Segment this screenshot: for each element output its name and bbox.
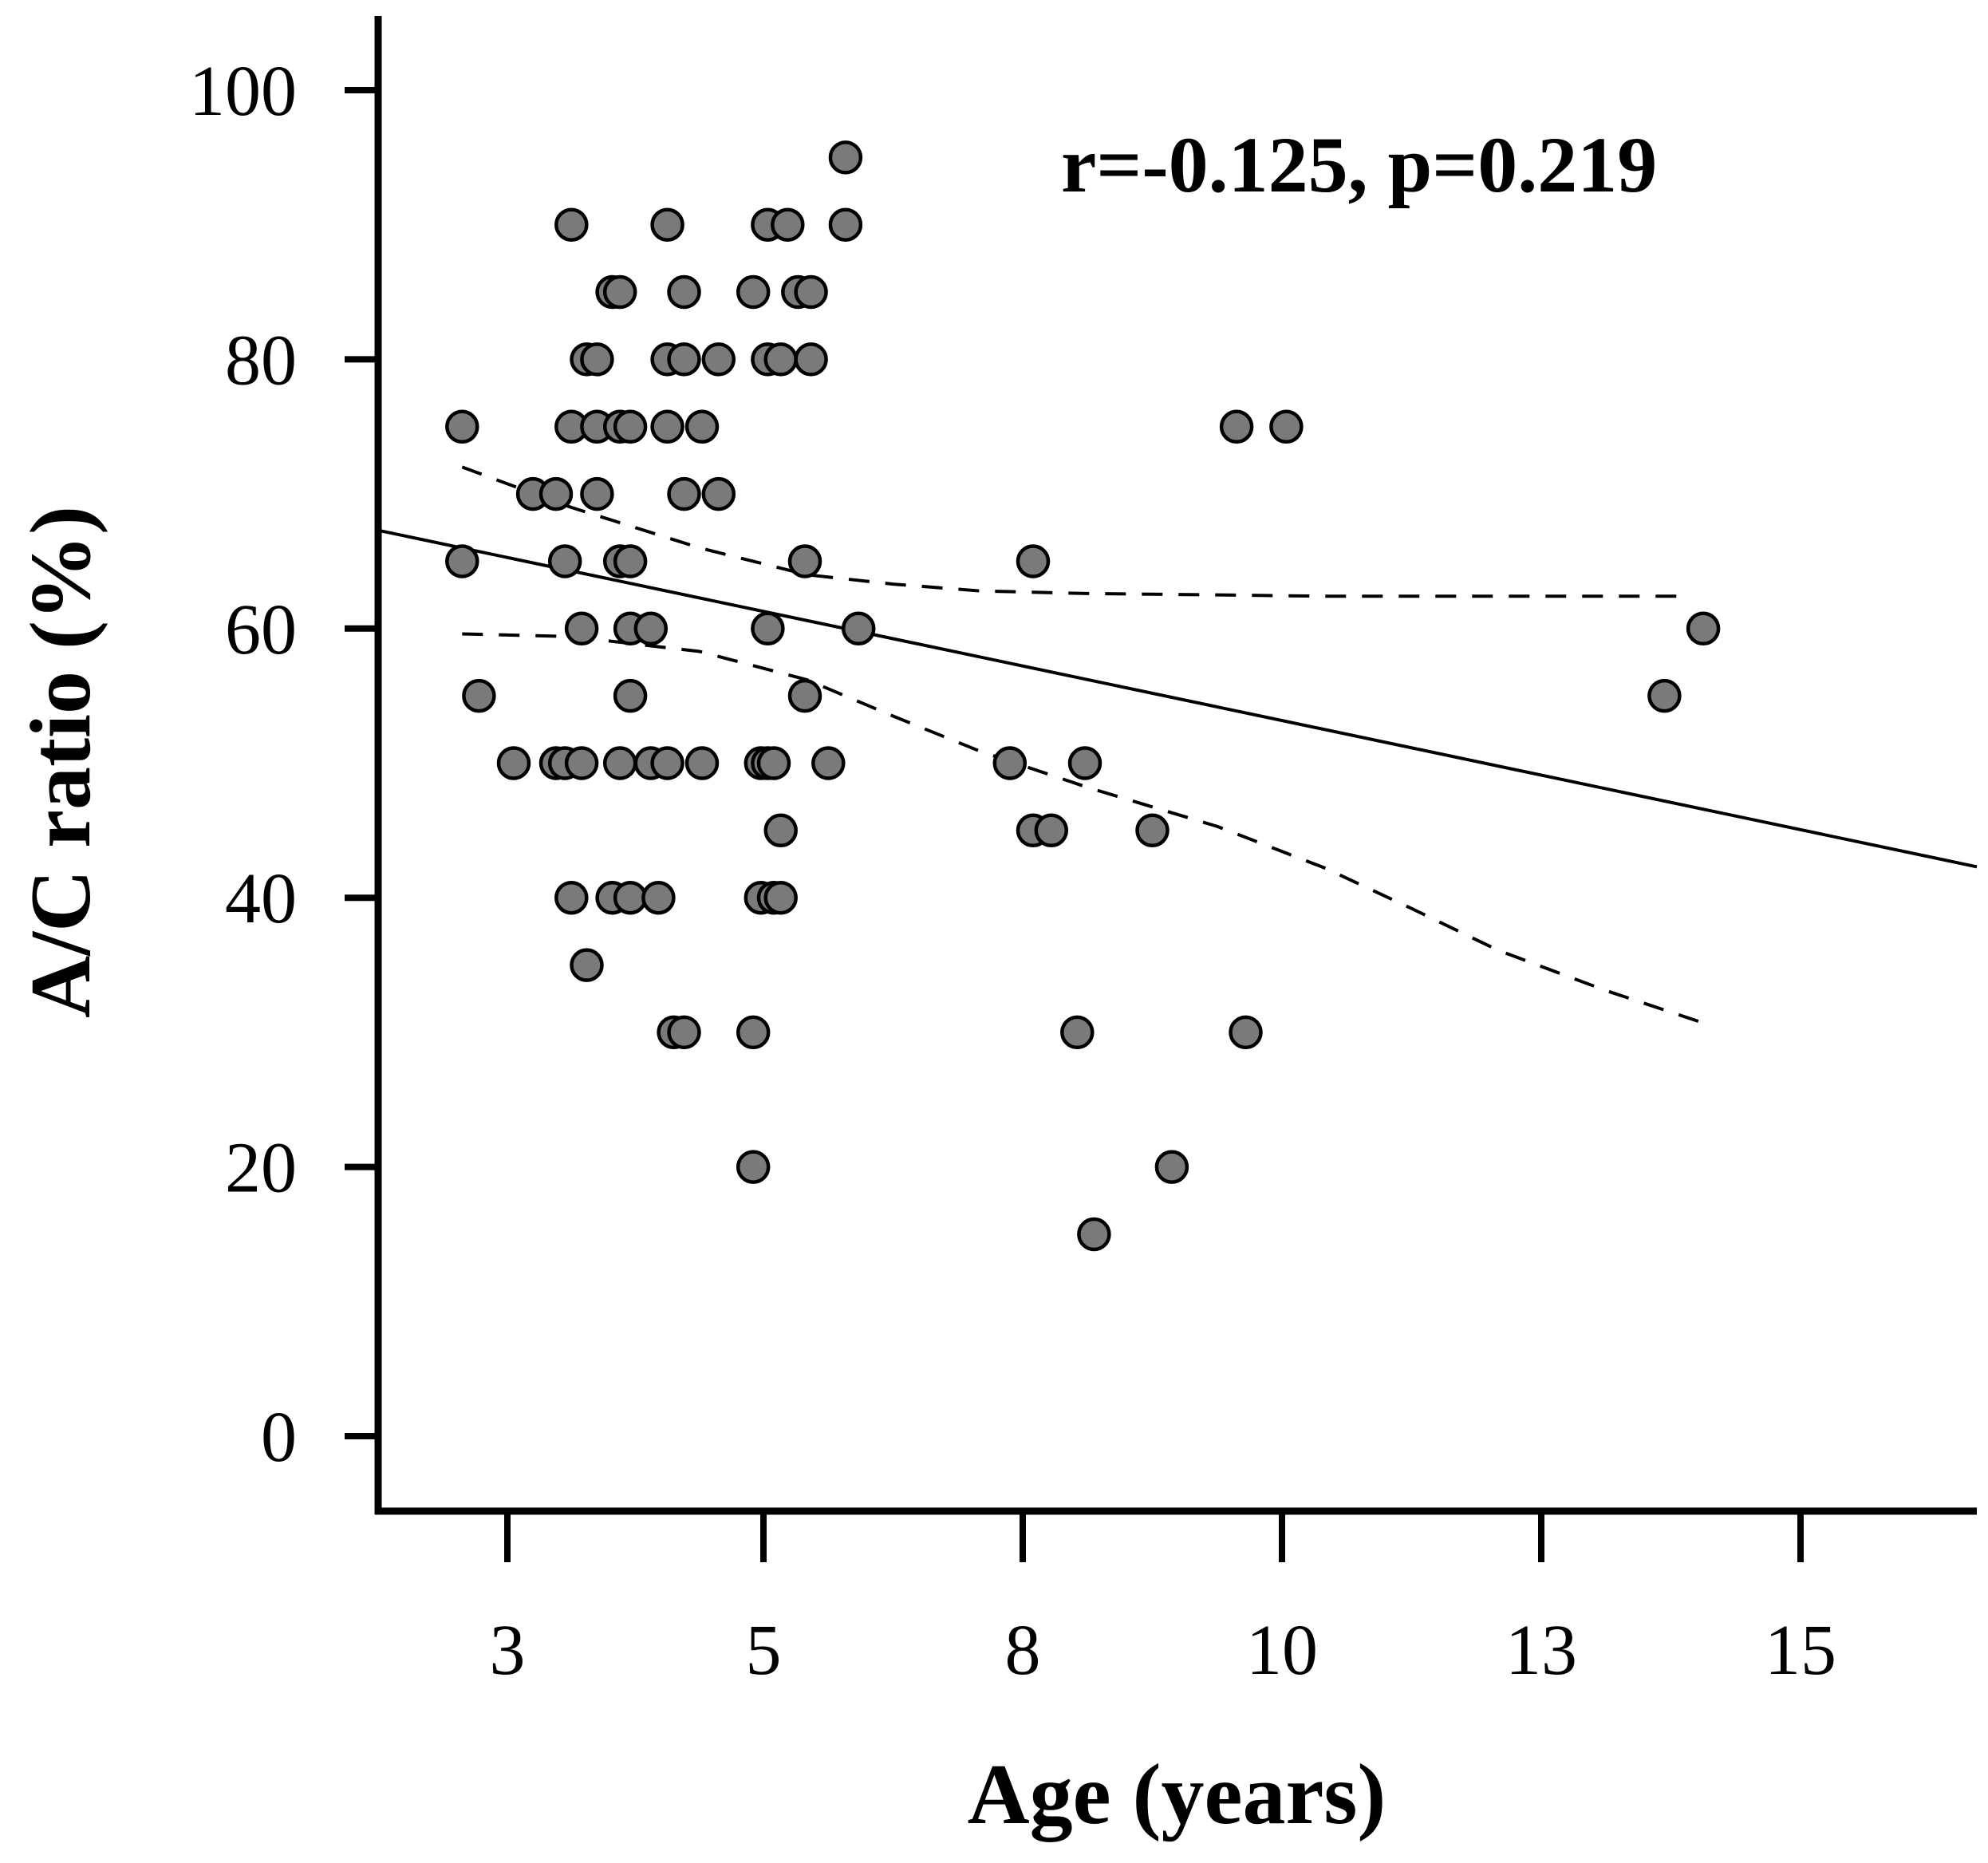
x-axis-ticks: 3 5 8 10 13 15	[490, 1511, 1836, 1690]
data-point	[701, 342, 736, 377]
data-point	[564, 746, 599, 780]
data-point	[641, 880, 676, 915]
data-point	[564, 611, 599, 646]
data-point	[736, 1150, 771, 1184]
data-point	[445, 409, 479, 444]
x-tick-label: 8	[1005, 1611, 1041, 1690]
data-point	[828, 140, 863, 175]
data-point	[828, 207, 863, 242]
data-point	[580, 342, 614, 377]
data-point	[684, 746, 720, 780]
data-point	[1229, 1015, 1263, 1050]
data-point	[650, 746, 684, 780]
data-point	[547, 544, 582, 578]
data-point	[1647, 678, 1682, 713]
data-point	[613, 880, 648, 915]
x-tick-label: 10	[1246, 1611, 1318, 1690]
plot-area: 0 20 40 60 80 100 3 5 8 10 13 15	[189, 16, 1978, 1690]
x-axis-title: Age (years)	[968, 1747, 1386, 1842]
data-point	[1034, 813, 1069, 848]
data-point	[1016, 544, 1051, 578]
data-point	[756, 746, 791, 780]
data-point	[445, 544, 479, 578]
data-point	[1686, 611, 1721, 646]
data-point	[1269, 409, 1304, 444]
data-point	[570, 948, 604, 982]
data-point	[602, 746, 637, 780]
data-point	[667, 1015, 701, 1050]
data-point	[1219, 409, 1254, 444]
data-point	[811, 746, 846, 780]
y-tick-label: 80	[225, 321, 297, 400]
data-point	[602, 274, 637, 310]
data-point	[462, 678, 496, 713]
data-point	[794, 274, 828, 310]
data-point	[1077, 1217, 1111, 1252]
data-point	[763, 813, 798, 848]
data-point	[667, 342, 701, 377]
y-tick-label: 0	[261, 1398, 297, 1477]
data-point	[667, 274, 701, 310]
data-point	[787, 678, 822, 713]
x-tick-label: 3	[490, 1611, 526, 1690]
data-point	[667, 476, 701, 511]
data-point	[763, 342, 798, 377]
data-point	[841, 611, 876, 646]
y-axis-title: A/C ratio (%)	[14, 506, 108, 1018]
x-tick-label: 13	[1505, 1611, 1577, 1690]
data-point	[1067, 746, 1102, 780]
y-tick-label: 20	[225, 1129, 297, 1208]
data-point	[794, 342, 828, 377]
data-point	[1135, 813, 1170, 848]
y-tick-label: 40	[225, 859, 297, 938]
y-tick-label: 60	[225, 590, 297, 669]
data-point	[538, 476, 574, 511]
data-point	[1154, 1150, 1189, 1184]
data-point	[496, 746, 531, 780]
data-point	[554, 207, 589, 242]
data-point	[763, 880, 798, 915]
data-point	[554, 880, 589, 915]
data-point	[771, 207, 805, 242]
data-point	[787, 544, 822, 578]
data-point	[992, 746, 1028, 780]
confidence-band-upper	[461, 465, 1684, 598]
data-point	[736, 1015, 771, 1050]
y-tick-label: 100	[189, 52, 297, 131]
data-points	[445, 140, 1721, 1252]
regression-line	[377, 528, 1978, 869]
data-point	[1060, 1015, 1095, 1050]
x-tick-label: 15	[1765, 1611, 1836, 1690]
fit-lines	[377, 465, 1978, 1024]
correlation-annotation: r=-0.125, p=0.219	[1061, 120, 1657, 209]
data-point	[633, 611, 669, 646]
data-point	[613, 409, 648, 444]
confidence-band-lower	[462, 632, 1704, 1024]
data-point	[701, 476, 736, 511]
y-axis-ticks: 0 20 40 60 80 100	[189, 52, 378, 1477]
data-point	[613, 544, 648, 578]
data-point	[751, 611, 785, 646]
data-point	[650, 409, 684, 444]
data-point	[684, 409, 720, 444]
data-point	[613, 678, 648, 713]
data-point	[580, 476, 614, 511]
data-point	[650, 207, 684, 242]
x-tick-label: 5	[746, 1611, 782, 1690]
data-point	[736, 274, 771, 310]
